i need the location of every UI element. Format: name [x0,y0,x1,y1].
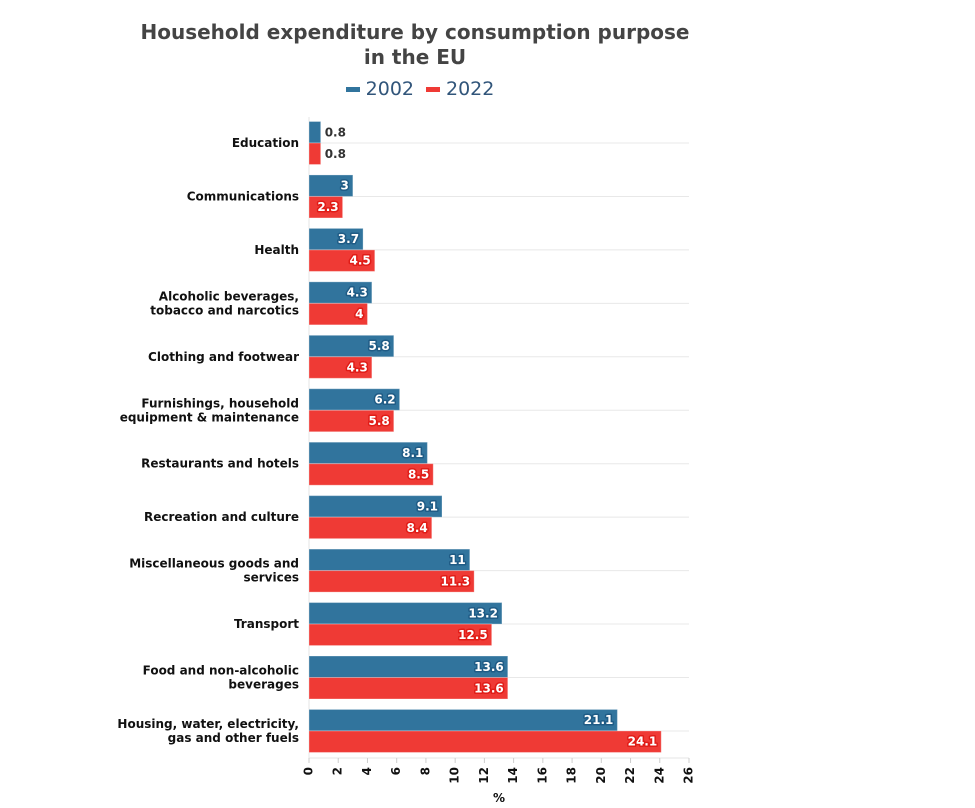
bar-2022 [308,516,433,540]
legend-swatch-2022 [426,86,440,92]
x-tick-label: 16 [535,767,549,784]
x-tick-label: 24 [652,767,666,784]
bar-2022 [308,730,662,753]
data-label-2022: 12.5 [458,628,488,642]
data-label-2002: 11 [449,553,466,567]
legend: 2002 2022 [300,78,540,100]
data-label-2002: 6.2 [374,393,395,407]
x-tick-label: 2 [331,767,345,775]
category-label: gas and other fuels [168,731,299,745]
bar-2002 [308,548,471,572]
data-label-2002: 13.2 [468,606,498,620]
data-label-2022: 4.3 [347,361,368,375]
bar-2022 [308,302,368,326]
bar-2022 [308,463,434,486]
data-label-2022: 0.8 [325,147,346,161]
x-tick-label: 6 [389,767,403,775]
x-tick-label: 22 [623,767,637,784]
category-label: Housing, water, electricity, [117,717,299,731]
bar-2022 [308,356,373,379]
bar-2002 [308,708,618,732]
data-label-2002: 13.6 [474,660,504,674]
category-label: Restaurants and hotels [141,457,299,471]
category-label: Clothing and footwear [148,350,299,364]
data-label-2022: 8.4 [407,521,428,535]
x-tick-label: 0 [302,767,316,775]
bar-2022 [308,409,395,433]
bar-2022 [308,142,322,165]
data-label-2022: 24.1 [628,735,658,749]
data-label-2002: 8.1 [402,446,423,460]
x-tick-label: 20 [594,767,608,784]
x-tick-label: 4 [360,767,374,775]
data-label-2002: 0.8 [325,125,346,139]
data-label-2002: 3.7 [338,232,359,246]
bar-2022 [308,623,493,647]
data-label-2002: 3 [340,179,348,193]
category-label: services [243,571,299,585]
x-tick-label: 14 [506,767,520,784]
x-tick-label: 12 [477,767,491,784]
x-tick-label: 10 [448,767,462,784]
category-label: Alcoholic beverages, [159,289,299,303]
data-label-2002: 21.1 [584,713,614,727]
legend-item-2002[interactable]: 2002 [345,78,414,100]
data-label-2022: 11.3 [441,574,471,588]
category-label: Recreation and culture [144,510,299,524]
category-label: Transport [234,617,299,631]
category-label: Furnishings, household [141,396,299,410]
data-label-2002: 4.3 [347,286,368,300]
category-label: beverages [228,678,299,692]
x-tick-label: 8 [418,767,432,775]
bar-2022 [308,570,475,593]
bar-2022 [308,195,344,219]
category-label: equipment & maintenance [120,410,299,424]
data-label-2022: 2.3 [317,200,338,214]
data-label-2022: 13.6 [474,681,504,695]
category-label: Health [254,243,299,257]
legend-label-2022: 2022 [446,78,495,100]
category-label: tobacco and narcotics [150,303,299,317]
category-label: Miscellaneous goods and [129,557,299,571]
category-label: Communications [187,189,299,203]
x-axis-title: % [493,791,505,805]
x-tick-label: 18 [565,767,579,784]
bar-2002 [308,121,322,144]
chart-title: Household expenditure by consumption pur… [140,20,690,69]
category-label: Education [232,136,299,150]
data-label-2002: 9.1 [417,499,438,513]
data-label-2022: 8.5 [408,467,429,481]
x-tick-label: 26 [682,767,696,784]
data-label-2022: 4.5 [350,254,371,268]
category-label: Food and non-alcoholic [143,664,299,678]
bar-2022 [308,249,376,272]
data-label-2002: 5.8 [369,339,390,353]
data-label-2022: 5.8 [369,414,390,428]
legend-swatch-2002 [345,86,360,92]
legend-label-2002: 2002 [365,78,414,100]
bar-2022 [308,677,509,700]
data-label-2022: 4 [355,307,363,321]
legend-item-2022[interactable]: 2022 [426,78,494,100]
